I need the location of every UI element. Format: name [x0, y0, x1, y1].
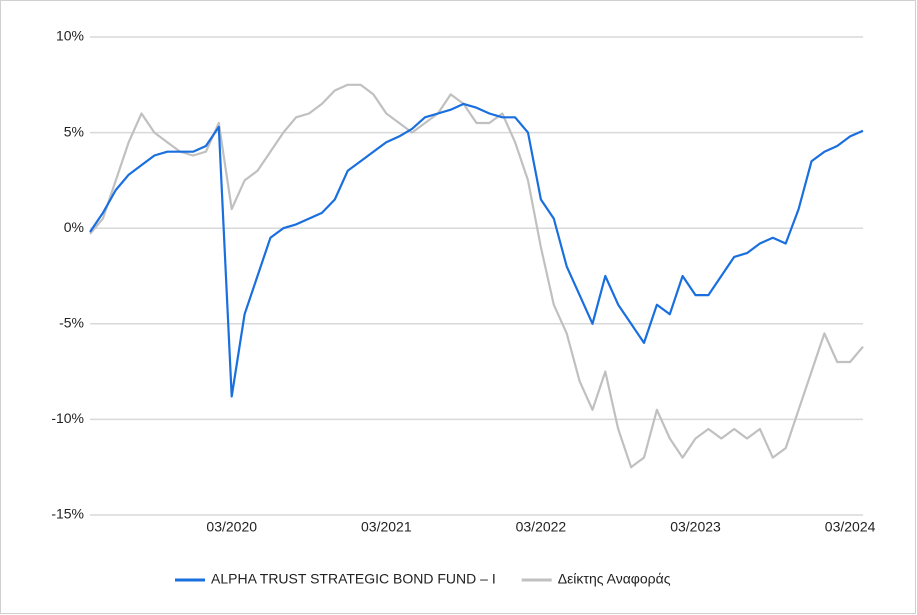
- legend-label: ALPHA TRUST STRATEGIC BOND FUND – I: [211, 571, 496, 587]
- x-tick-label: 03/2020: [206, 519, 257, 535]
- y-tick-label: 0%: [64, 219, 84, 235]
- x-tick-label: 03/2022: [516, 519, 567, 535]
- x-tick-label: 03/2021: [361, 519, 412, 535]
- y-tick-label: -15%: [51, 506, 84, 522]
- series-line: [89, 83, 864, 469]
- x-tick-label: 03/2023: [670, 519, 721, 535]
- series-line: [89, 102, 864, 398]
- y-tick-label: 10%: [56, 28, 84, 44]
- y-tick-label: -10%: [51, 410, 84, 426]
- x-tick-label: 03/2024: [825, 519, 876, 535]
- legend-label: Δείκτης Αναφοράς: [558, 571, 671, 587]
- y-tick-label: 5%: [64, 123, 84, 139]
- y-tick-label: -5%: [59, 315, 84, 331]
